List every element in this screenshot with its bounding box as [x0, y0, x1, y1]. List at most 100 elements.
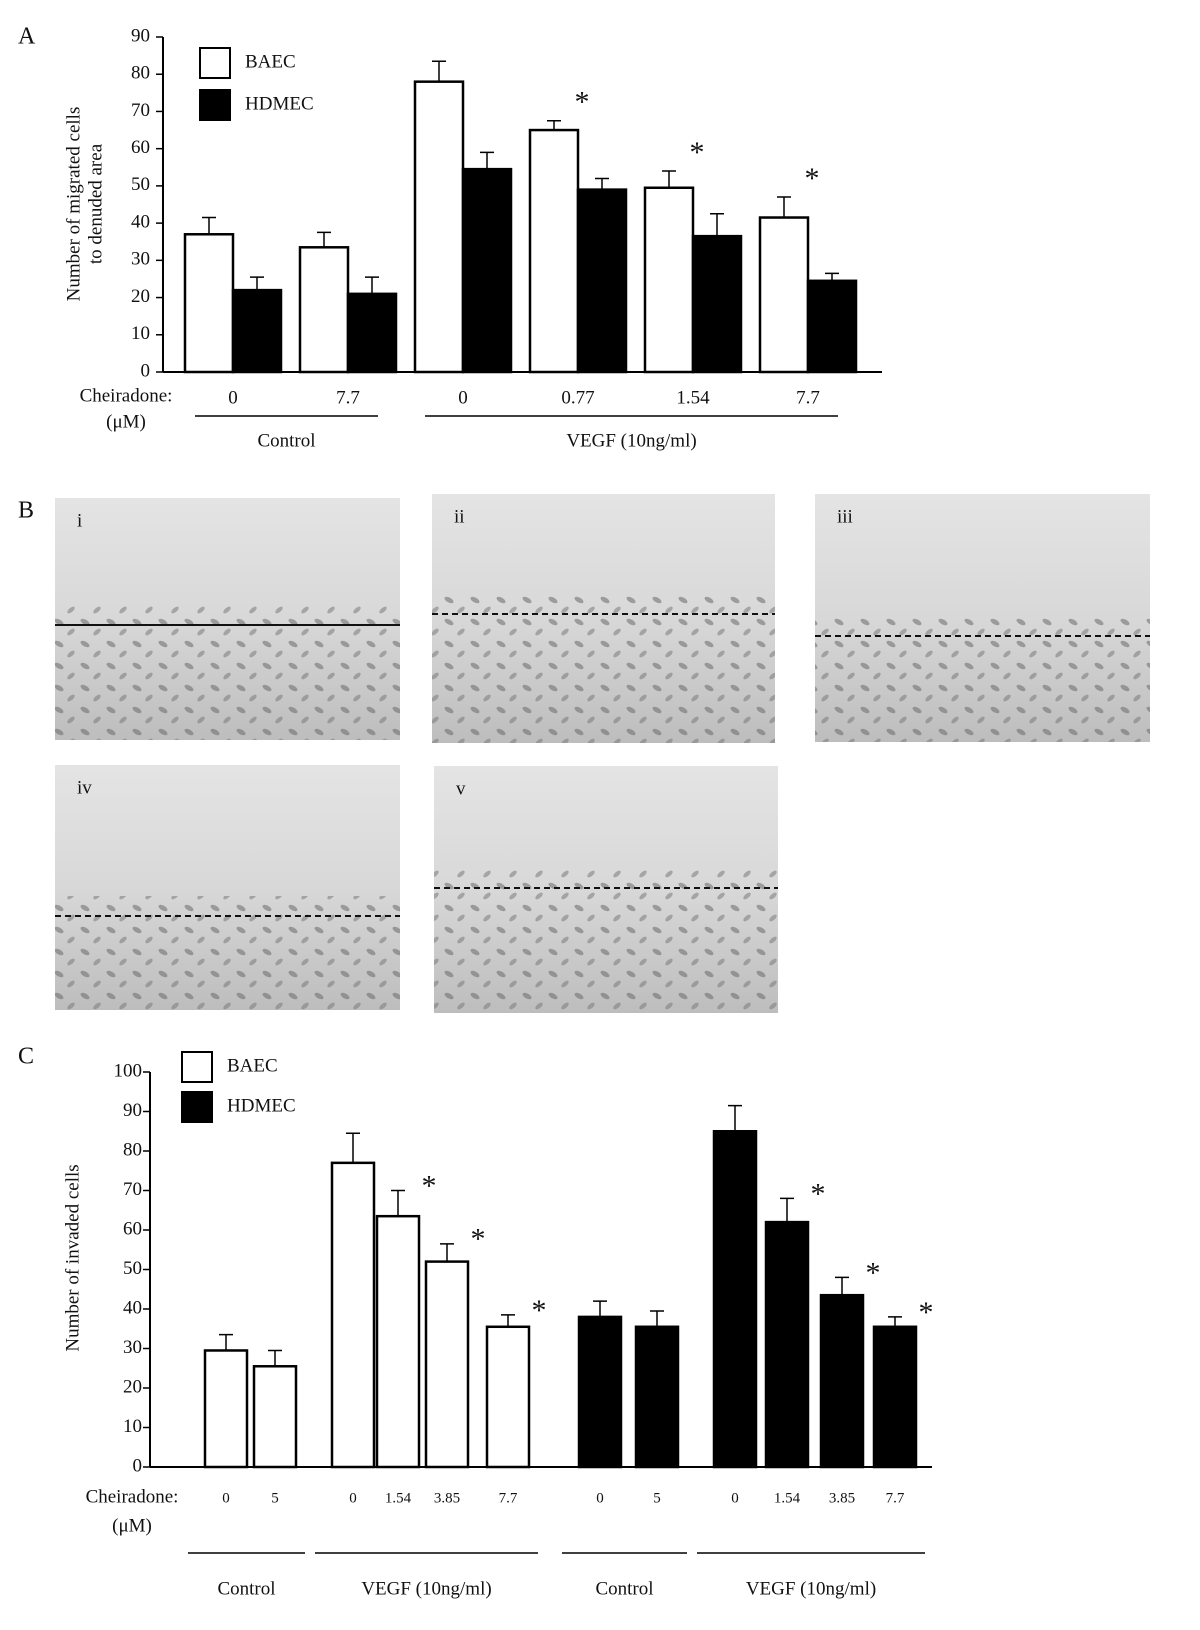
legend-label: BAEC — [227, 1055, 278, 1076]
bar — [576, 188, 628, 374]
error-bar — [777, 196, 791, 218]
y-tick-label: 80 — [131, 63, 150, 84]
x-tick-label: 0 — [222, 1490, 230, 1506]
y-tick-label: 90 — [123, 1100, 142, 1121]
error-bar — [888, 1316, 902, 1327]
legend-swatch — [199, 89, 231, 121]
y-tick-label: 30 — [123, 1337, 142, 1358]
cell-layer — [432, 594, 775, 743]
y-axis-label: Number of migrated cells — [63, 107, 84, 302]
y-tick-label: 30 — [131, 249, 150, 270]
bar — [424, 1260, 470, 1469]
significance-mark: * — [919, 1296, 934, 1329]
x-tick-label: 0 — [458, 387, 468, 408]
image-label: i — [77, 510, 82, 531]
error-bar — [219, 1333, 233, 1351]
panel-label: C — [18, 1044, 34, 1070]
bar — [691, 234, 743, 374]
y-axis-label: to denuded area — [85, 143, 106, 264]
bar — [577, 1315, 623, 1469]
error-bar — [480, 151, 494, 170]
bar — [461, 167, 513, 374]
x-row-label: (μM) — [106, 411, 146, 432]
error-bar — [650, 1310, 664, 1327]
bar — [375, 1214, 421, 1469]
bar — [634, 1325, 680, 1469]
cell-layer — [434, 868, 778, 1013]
bar — [758, 216, 810, 374]
x-tick-label: 0.77 — [561, 387, 594, 408]
y-axis-label: Number of invaded cells — [62, 1164, 83, 1351]
y-tick-label: 90 — [131, 25, 150, 46]
group-label: Control — [595, 1578, 653, 1599]
bar — [231, 288, 283, 374]
y-tick-label: 40 — [123, 1297, 142, 1318]
significance-mark: * — [532, 1294, 547, 1327]
y-tick-label: 100 — [114, 1060, 143, 1081]
x-row-label: Cheiradone: — [80, 385, 173, 406]
y-tick-label: 20 — [131, 286, 150, 307]
error-bar — [440, 1243, 454, 1262]
x-tick-label: 7.7 — [796, 387, 820, 408]
group-label: VEGF (10ng/ml) — [361, 1578, 491, 1599]
legend-swatch — [181, 1051, 213, 1083]
significance-mark: * — [805, 162, 820, 195]
x-tick-label: 1.54 — [774, 1490, 801, 1506]
significance-mark: * — [811, 1177, 826, 1210]
error-bar — [202, 216, 216, 235]
legend-swatch — [181, 1091, 213, 1123]
x-row-label: Cheiradone: — [86, 1486, 179, 1507]
bar — [203, 1349, 249, 1469]
group-label: Control — [217, 1578, 275, 1599]
error-bar — [662, 170, 676, 188]
error-bar — [593, 1300, 607, 1317]
legend-label: HDMEC — [245, 93, 314, 114]
bar — [528, 128, 580, 374]
x-tick-label: 0 — [596, 1490, 604, 1506]
x-tick-label: 3.85 — [829, 1490, 855, 1506]
x-tick-label: 5 — [653, 1490, 661, 1506]
bar — [183, 233, 235, 374]
image-label: iv — [77, 777, 92, 798]
bar — [298, 246, 350, 374]
bar — [819, 1293, 865, 1469]
error-bar — [780, 1197, 794, 1223]
y-tick-label: 60 — [123, 1218, 142, 1239]
x-tick-label: 0 — [349, 1490, 357, 1506]
group-label: Control — [257, 430, 315, 451]
image-label: ii — [454, 506, 465, 527]
y-tick-label: 80 — [123, 1139, 142, 1160]
group-label: VEGF (10ng/ml) — [746, 1578, 876, 1599]
x-tick-label: 7.7 — [886, 1490, 905, 1506]
x-tick-label: 7.7 — [499, 1490, 518, 1506]
error-bar — [547, 120, 561, 131]
cell-layer — [55, 896, 400, 1010]
x-tick-label: 3.85 — [434, 1490, 460, 1506]
cell-layer — [55, 605, 400, 740]
error-bar — [250, 276, 264, 291]
error-bar — [835, 1276, 849, 1296]
legend-label: BAEC — [245, 51, 296, 72]
y-tick-label: 0 — [141, 360, 151, 381]
error-bar — [346, 1132, 360, 1163]
y-tick-label: 70 — [131, 100, 150, 121]
x-tick-label: 5 — [271, 1490, 279, 1506]
error-bar — [365, 276, 379, 294]
error-bar — [595, 177, 609, 190]
image-label: v — [456, 778, 466, 799]
y-tick-label: 10 — [123, 1416, 142, 1437]
error-bar — [728, 1104, 742, 1132]
y-tick-label: 70 — [123, 1179, 142, 1200]
error-bar — [825, 272, 839, 281]
error-bar — [391, 1189, 405, 1217]
legend-swatch — [199, 47, 231, 79]
y-tick-label: 50 — [123, 1258, 142, 1279]
bar — [643, 186, 695, 374]
y-tick-label: 40 — [131, 211, 150, 232]
x-tick-label: 7.7 — [336, 387, 360, 408]
significance-mark: * — [422, 1169, 437, 1202]
y-tick-label: 50 — [131, 174, 150, 195]
significance-mark: * — [690, 136, 705, 169]
error-bar — [501, 1314, 515, 1327]
